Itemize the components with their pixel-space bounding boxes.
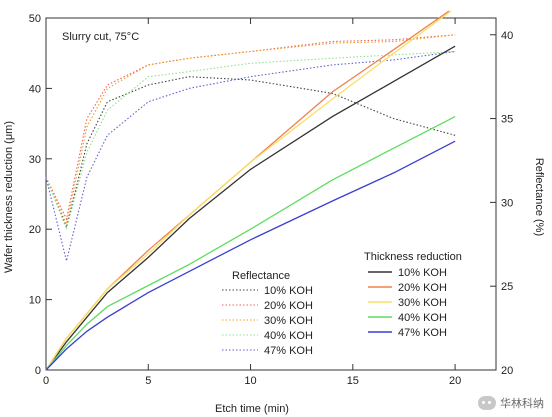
- reflectance-series-1: [45, 76, 456, 230]
- reflectance-legend-entry: 10% KOH: [264, 285, 313, 297]
- y2-tick-label: 25: [501, 281, 513, 293]
- x-tick-label: 15: [347, 375, 359, 387]
- y2-tick-label: 30: [501, 197, 513, 209]
- reflectance-legend-entry: 20% KOH: [264, 300, 313, 312]
- thickness-legend-title: Thickness reduction: [364, 251, 462, 263]
- thickness-series-4: [45, 116, 456, 371]
- thickness-series-1: [45, 45, 456, 371]
- thickness-series-3: [45, 10, 452, 371]
- x-axis-label: Etch time (min): [215, 403, 289, 415]
- reflectance-series-3: [45, 34, 456, 226]
- plot-frame: [45, 17, 497, 371]
- reflectance-series-5: [45, 50, 456, 262]
- reflectance-series-2: [45, 34, 456, 221]
- thickness-legend-entry: 10% KOH: [398, 267, 447, 279]
- thickness-legend-entry: 40% KOH: [398, 312, 447, 324]
- reflectance-legend-title: Reflectance: [232, 270, 290, 282]
- plot-series: [45, 10, 456, 371]
- y-axis-label: Wafer thickness reduction (μm): [3, 121, 15, 273]
- x-tick-label: 0: [43, 375, 49, 387]
- thickness-legend-entry: 47% KOH: [398, 327, 447, 339]
- y-tick-label: 30: [29, 154, 41, 166]
- y-tick-label: 50: [29, 13, 41, 25]
- reflectance-legend-entry: 40% KOH: [264, 330, 313, 342]
- thickness-series-2: [45, 10, 450, 371]
- thickness-legend-entry: 20% KOH: [398, 282, 447, 294]
- y2-tick-label: 20: [501, 365, 513, 377]
- y-tick-label: 40: [29, 83, 41, 95]
- watermark: 华林科纳: [478, 395, 544, 411]
- axes: 0 5 10 15 20 0 10 20 30 40 50 20 25 30 35 40: [29, 13, 514, 387]
- thickness-series-5: [45, 140, 456, 371]
- watermark-text: 华林科纳: [500, 397, 544, 410]
- x-tick-label: 10: [244, 375, 256, 387]
- reflectance-series-4: [45, 50, 456, 231]
- y-tick-label: 0: [35, 365, 41, 377]
- legends: Reflectance 10% KOH 20% KOH 30% KOH 40% KOH 4…: [222, 251, 462, 357]
- reflectance-legend-entry: 47% KOH: [264, 345, 313, 357]
- y2-tick-label: 40: [501, 30, 513, 42]
- x-tick-label: 5: [145, 375, 151, 387]
- reflectance-legend-entry: 30% KOH: [264, 315, 313, 327]
- y2-tick-label: 35: [501, 114, 513, 126]
- x-tick-label: 20: [449, 375, 461, 387]
- thickness-legend-entry: 30% KOH: [398, 297, 447, 309]
- y2-axis-label: Reflectance (%): [533, 158, 545, 236]
- wechat-icon: [478, 396, 496, 410]
- chart-annotation: Slurry cut, 75°C: [62, 31, 139, 43]
- y-tick-label: 10: [29, 295, 41, 307]
- y-tick-label: 20: [29, 224, 41, 236]
